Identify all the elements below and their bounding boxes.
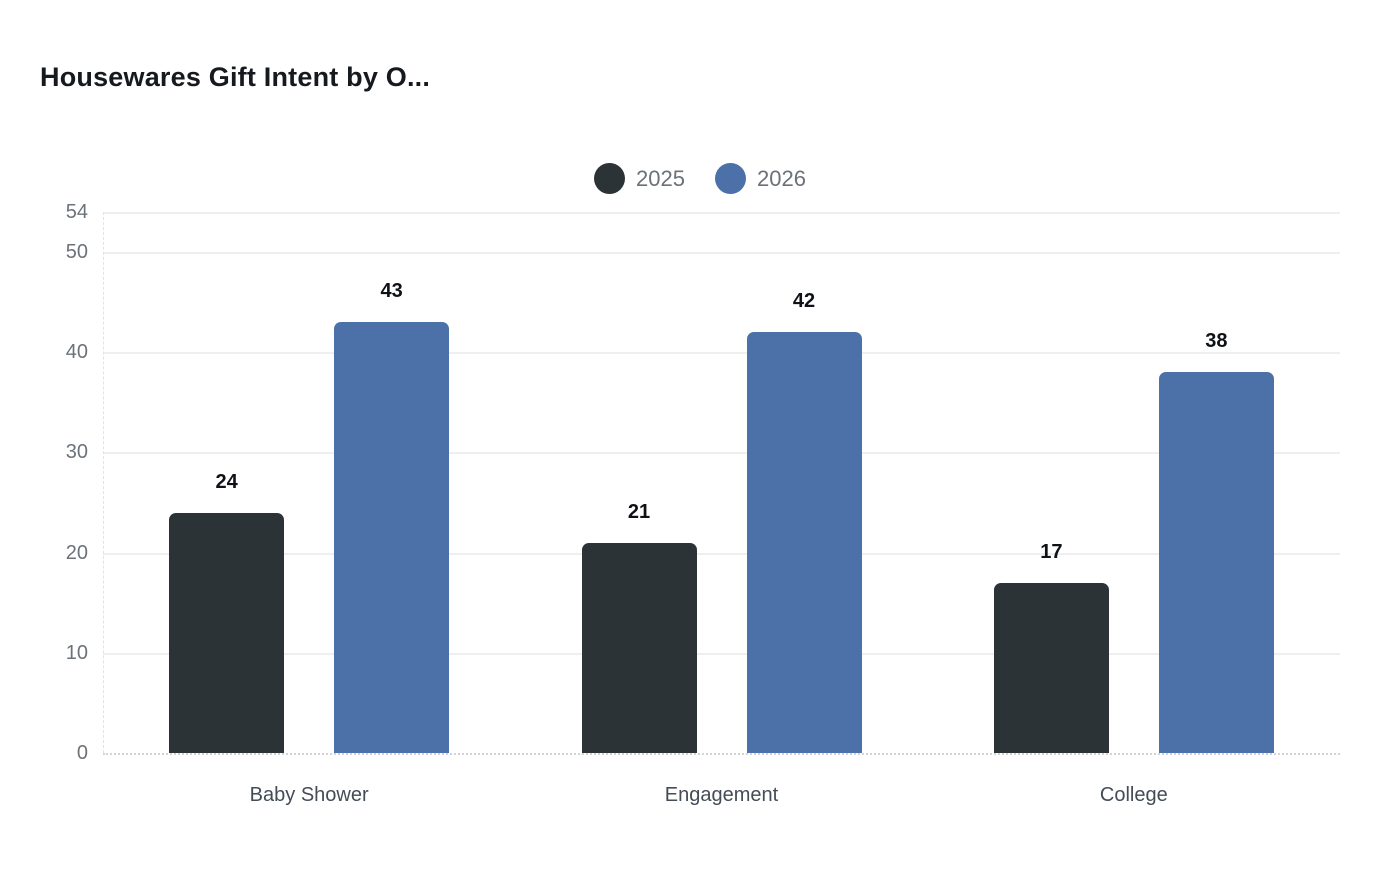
y-tick-label: 50 [65,241,88,264]
value-label-2025-college: 17 [1040,540,1063,563]
chart-title: Housewares Gift Intent by O... [40,62,431,92]
y-tick-label: 20 [65,541,88,564]
legend-label: 2026 [757,165,806,191]
category-label-engagement: Engagement [664,784,779,806]
legend-label: 2025 [636,165,685,191]
category-label-college: College [1099,784,1168,806]
value-label-2026-college: 38 [1205,330,1228,353]
y-tick-label: 10 [65,641,88,664]
bar-2025-engagement[interactable] [581,542,697,753]
value-label-2026-baby-shower: 43 [380,280,403,303]
plot-area: 24 43 21 42 17 38 [103,212,1340,755]
bar-2026-baby-shower[interactable] [334,322,450,753]
bar-2026-college[interactable] [1158,372,1274,753]
gridline [103,252,1340,255]
legend-item-2025[interactable]: 2025 [594,163,685,194]
value-label-2026-engagement: 42 [792,290,816,313]
gridline [103,352,1340,355]
y-tick-label: 54 [65,201,88,223]
legend: 2025 2026 [0,163,1400,194]
value-label-2025-engagement: 21 [627,500,651,523]
gridline [103,652,1340,655]
gridline [103,212,1340,214]
bar-2025-college[interactable] [993,582,1109,753]
gridline [103,452,1340,455]
bar-2025-baby-shower[interactable] [169,512,285,753]
legend-item-2026[interactable]: 2026 [715,163,806,194]
legend-swatch-icon [594,163,626,194]
y-tick-label: 40 [65,341,88,364]
y-tick-label: 30 [65,441,88,464]
bar-2026-engagement[interactable] [746,332,862,753]
legend-swatch-icon [715,163,746,194]
category-label-baby-shower: Baby Shower [249,784,369,806]
gridline [103,552,1340,555]
gridline-baseline [103,753,1340,755]
y-axis-line [103,212,104,753]
value-label-2025-baby-shower: 24 [215,470,238,493]
y-tick-label: 0 [76,742,88,764]
